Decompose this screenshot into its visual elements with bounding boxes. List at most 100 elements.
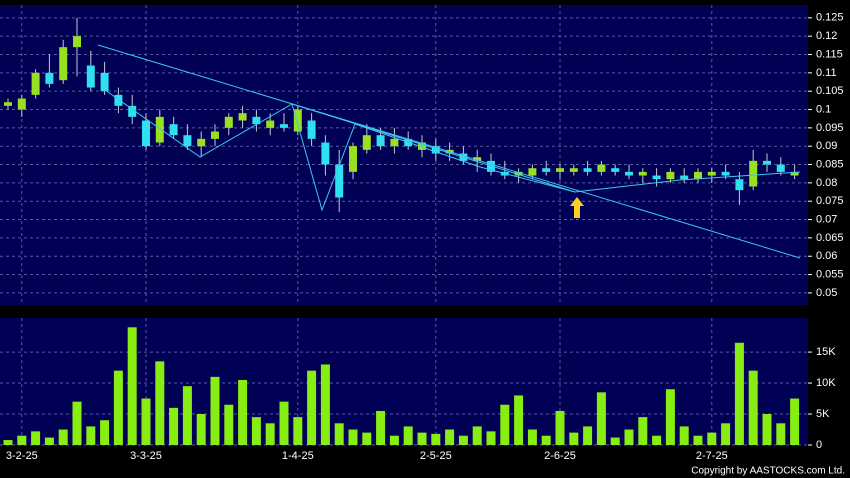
- volume-bar: [417, 432, 427, 445]
- y-tick-label: 0.115: [816, 48, 843, 60]
- volume-bar: [44, 437, 54, 445]
- price-panel: [0, 5, 808, 305]
- volume-bar: [127, 327, 137, 445]
- volume-bar: [693, 435, 703, 445]
- candle-body: [625, 171, 633, 176]
- y-tick-label: 15K: [816, 346, 836, 358]
- volume-bar: [541, 435, 551, 445]
- volume-bar: [31, 431, 41, 445]
- candle-body: [307, 120, 316, 139]
- volume-bar: [569, 432, 579, 445]
- y-tick-label: 0.085: [816, 158, 844, 170]
- volume-bar: [776, 423, 786, 445]
- candle-body: [142, 120, 150, 147]
- candle-body: [569, 168, 578, 172]
- marks-layer: [3, 17, 800, 445]
- volume-bar: [431, 433, 441, 445]
- trend-lines: [97, 44, 801, 259]
- candle-body: [652, 175, 661, 180]
- candle-body: [321, 142, 330, 165]
- candle-body: [694, 171, 702, 180]
- volume-bar: [734, 342, 744, 445]
- volume-bar: [790, 398, 800, 445]
- candle-body: [4, 102, 12, 106]
- y-tick-label: 0: [816, 439, 822, 451]
- volume-bar: [610, 437, 620, 445]
- candle-body: [776, 164, 785, 172]
- candle-body: [238, 113, 247, 121]
- volume-bar: [17, 435, 27, 445]
- candle-body: [280, 124, 288, 128]
- x-tick-label: 1-4-25: [282, 450, 314, 462]
- y-tick-label: 0.075: [816, 195, 844, 207]
- copyright: Copyright by AASTOCKS.com Ltd.: [691, 466, 845, 477]
- candle-body: [59, 47, 68, 81]
- candle-body: [418, 142, 426, 150]
- x-tick-label: 3-2-25: [6, 450, 38, 462]
- volume-bar: [348, 429, 358, 445]
- y-tick-label: 0.06: [816, 250, 837, 262]
- candle-body: [197, 138, 206, 147]
- volume-bar: [458, 435, 468, 445]
- candle-body: [666, 171, 675, 180]
- y-tick-label: 0.105: [816, 85, 844, 97]
- candle-body: [224, 116, 233, 128]
- volume-bar: [155, 361, 165, 445]
- y-tick-label: 0.095: [816, 122, 844, 134]
- y-tick-label: 10K: [816, 377, 836, 389]
- volume-bar: [293, 417, 303, 445]
- candle-body: [376, 135, 385, 147]
- y-tick-label: 0.11: [816, 67, 837, 79]
- y-tick-label: 0.05: [816, 287, 837, 299]
- candle-body: [17, 98, 26, 110]
- candle-body: [349, 146, 357, 172]
- y-tick-label: 0.07: [816, 213, 837, 225]
- volume-bar: [707, 432, 717, 445]
- y-tick-label: 0.08: [816, 177, 837, 189]
- x-tick-label: 3-3-25: [130, 450, 162, 462]
- candle-body: [335, 164, 344, 198]
- volume-bar: [596, 392, 606, 445]
- volume-bar: [58, 429, 68, 445]
- volume-bar: [527, 429, 537, 445]
- candle-body: [390, 138, 399, 147]
- candle-body: [266, 120, 275, 128]
- volume-bar: [652, 435, 662, 445]
- volume-bar: [141, 398, 151, 445]
- volume-bar: [113, 370, 123, 445]
- x-tick-label: 2-5-25: [420, 450, 452, 462]
- candle-body: [169, 124, 178, 136]
- candle-body: [155, 116, 164, 143]
- candle-body: [556, 168, 564, 172]
- volume-bar: [638, 417, 648, 445]
- candle-body: [45, 72, 54, 84]
- y-tick-label: 0.065: [816, 232, 844, 244]
- volume-bar: [182, 386, 192, 445]
- candle-body: [611, 168, 620, 172]
- candle-body: [749, 160, 758, 187]
- candle-body: [680, 175, 689, 180]
- volume-bar: [279, 401, 289, 445]
- volume-bar: [307, 370, 317, 445]
- candle-body: [128, 105, 137, 117]
- x-tick-label: 2-7-25: [696, 450, 728, 462]
- volume-bar: [376, 410, 386, 445]
- candle-body: [211, 131, 219, 139]
- volume-bar: [238, 379, 248, 445]
- volume-bar: [72, 401, 82, 445]
- candle-body: [514, 171, 523, 176]
- trend-line: [97, 44, 801, 259]
- candle-body: [252, 116, 261, 125]
- candle-body: [114, 94, 123, 106]
- volume-bar: [500, 404, 510, 445]
- candle-body: [790, 171, 799, 176]
- y-tick-label: 0.12: [816, 30, 837, 42]
- volume-bar: [514, 395, 524, 445]
- candle-body: [86, 65, 95, 88]
- volume-bar: [169, 407, 179, 445]
- candle-body: [638, 171, 647, 176]
- volume-bar: [679, 426, 689, 445]
- volume-bar: [251, 417, 261, 445]
